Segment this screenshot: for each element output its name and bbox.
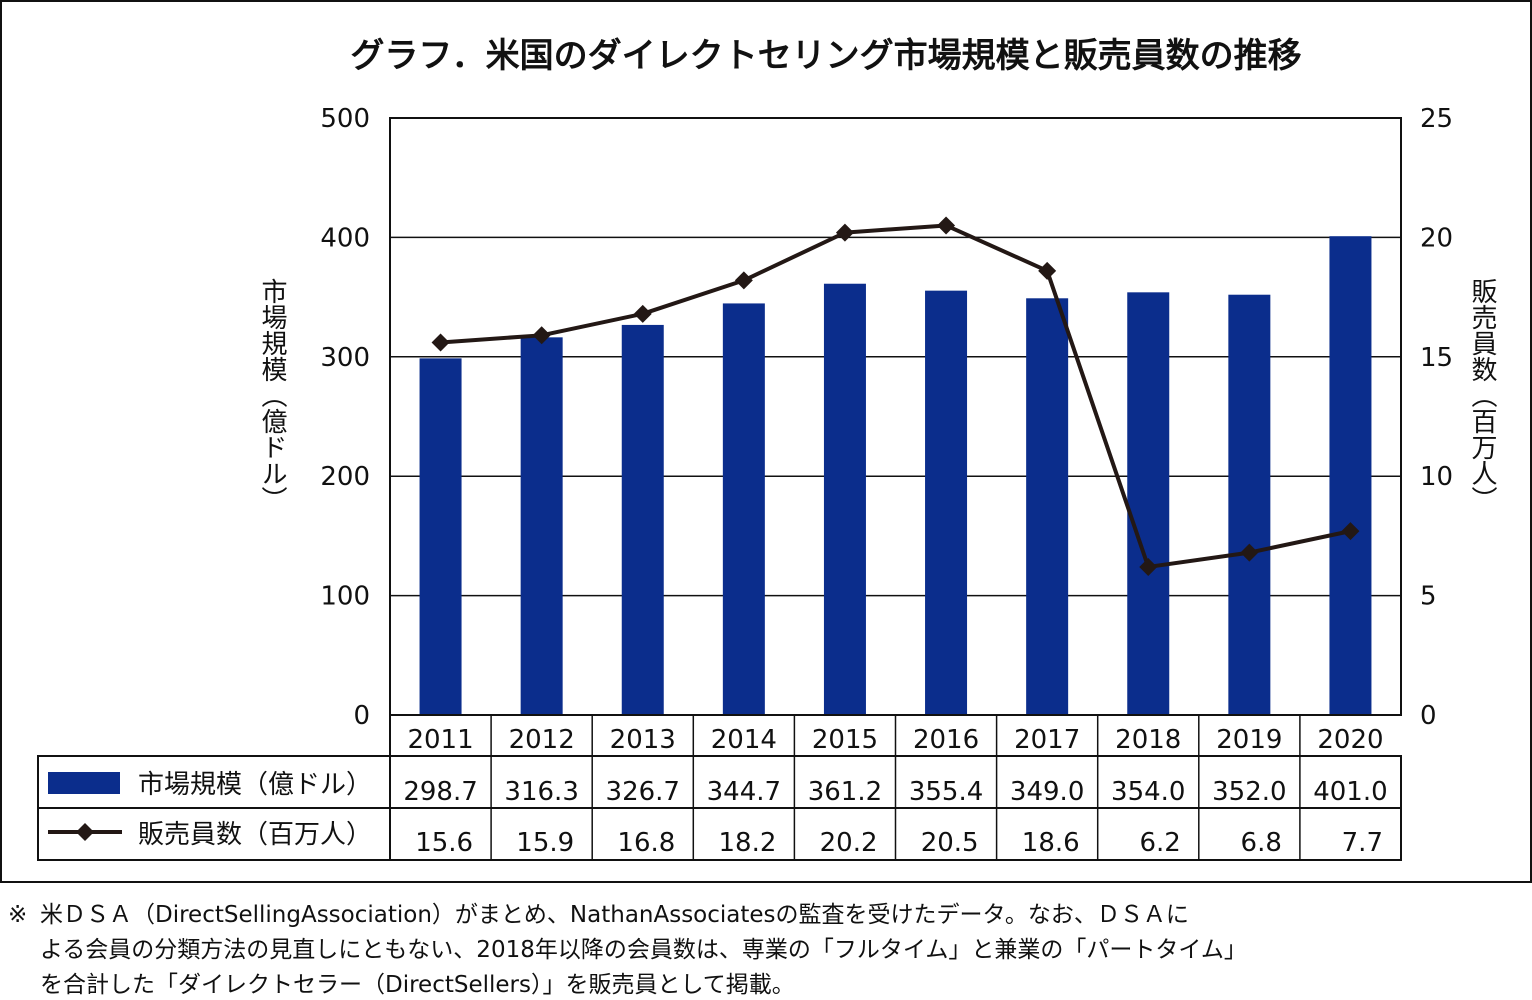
y-right-tick-label: 10 — [1420, 462, 1453, 492]
x-tick-label: 2017 — [1014, 725, 1080, 755]
bar — [823, 283, 866, 715]
table-cell-market: 298.7 — [403, 777, 477, 807]
table-cell-market: 352.0 — [1212, 777, 1286, 807]
table-cell-sellers: 7.7 — [1342, 828, 1383, 858]
footnote-line-3: を合計した「ダイレクトセラー（DirectSellers）」を販売員として掲載。 — [40, 972, 795, 998]
y-left-ticks: 0 100 200 300 400 500 — [320, 104, 370, 731]
bar — [621, 324, 664, 715]
line-point — [431, 333, 450, 352]
table-cell-sellers: 15.9 — [516, 828, 574, 858]
footnote-line-2: よる会員の分類方法の見直しにともない、2018年以降の会員数は、専業の「フルタイ… — [40, 937, 1247, 963]
table-cell-sellers: 18.2 — [719, 828, 777, 858]
table-cell-sellers: 15.6 — [415, 828, 473, 858]
x-tick-label: 2019 — [1216, 725, 1282, 755]
line-point — [1038, 261, 1057, 280]
bar — [419, 358, 462, 715]
table-cell-sellers: 20.2 — [820, 828, 878, 858]
y-left-tick-label: 100 — [320, 582, 370, 612]
table-cell-sellers: 6.8 — [1241, 828, 1282, 858]
x-tick-label: 2011 — [407, 725, 473, 755]
footnote-mark: ※ — [8, 902, 27, 928]
x-tick-label: 2018 — [1115, 725, 1181, 755]
table-cell-market: 354.0 — [1111, 777, 1185, 807]
line-point — [835, 223, 854, 242]
y-right-tick-label: 25 — [1420, 104, 1453, 134]
bar-series — [419, 236, 1372, 715]
line-point — [734, 271, 753, 290]
y-right-tick-label: 0 — [1420, 701, 1437, 731]
table-cell-market: 355.4 — [909, 777, 983, 807]
line-point — [633, 304, 652, 323]
table-cell-market: 401.0 — [1313, 777, 1387, 807]
x-tick-label: 2012 — [509, 725, 575, 755]
y-right-tick-label: 20 — [1420, 223, 1453, 253]
data-table: 2011 298.7 15.6 2012 316.3 15.9 2013 326.7 16.8 2… — [37, 715, 1402, 861]
x-tick-label: 2020 — [1317, 725, 1383, 755]
legend-bar-label: 市場規模（億ドル） — [138, 770, 372, 800]
y-left-tick-label: 300 — [320, 343, 370, 373]
series-line — [440, 223, 1351, 569]
table-cell-market: 349.0 — [1010, 777, 1084, 807]
y-right-ticks: 0 5 10 15 20 25 — [1420, 104, 1453, 731]
table-cell-sellers: 20.5 — [921, 828, 979, 858]
x-tick-label: 2016 — [913, 725, 979, 755]
table-cell-market: 344.7 — [707, 777, 781, 807]
x-tick-label: 2013 — [610, 725, 676, 755]
y-left-tick-label: 500 — [320, 104, 370, 134]
line-series — [431, 216, 1360, 576]
legend-line-label: 販売員数（百万人） — [138, 820, 372, 850]
y-left-tick-label: 0 — [353, 701, 370, 731]
table-cell-sellers: 6.2 — [1139, 828, 1180, 858]
x-tick-label: 2015 — [812, 725, 878, 755]
bar — [1329, 236, 1372, 715]
footnote: ※ 米ＤＳＡ（DirectSellingAssociation）がまとめ、Nat… — [8, 902, 1247, 998]
chart-frame — [0, 0, 1532, 883]
y-left-label: 市場規模（億ドル） — [257, 278, 287, 512]
footnote-line-1: 米ＤＳＡ（DirectSellingAssociation）がまとめ、Natha… — [40, 902, 1189, 928]
table-cell-sellers: 18.6 — [1022, 828, 1080, 858]
line-point — [1341, 522, 1360, 541]
legend-line-marker — [76, 823, 94, 841]
y-right-label: 販売員数（百万人） — [1467, 278, 1497, 512]
line-point — [532, 326, 551, 345]
bar — [722, 303, 765, 715]
table-cell-market: 326.7 — [606, 777, 680, 807]
legend: 市場規模（億ドル） 販売員数（百万人） — [48, 770, 372, 850]
y-right-tick-label: 5 — [1420, 582, 1437, 612]
table-cell-sellers: 16.8 — [617, 828, 675, 858]
line-point — [1240, 543, 1259, 562]
line-point — [1139, 557, 1158, 576]
bar — [520, 337, 563, 715]
y-left-tick-label: 400 — [320, 223, 370, 253]
y-right-tick-label: 15 — [1420, 343, 1453, 373]
table-cell-market: 316.3 — [504, 777, 578, 807]
table-columns: 2011 298.7 15.6 2012 316.3 15.9 2013 326.7 16.8 2… — [403, 715, 1388, 860]
bar — [1228, 294, 1271, 715]
legend-bar-swatch — [48, 772, 120, 794]
x-tick-label: 2014 — [711, 725, 777, 755]
table-cell-market: 361.2 — [808, 777, 882, 807]
line-point — [937, 216, 956, 235]
chart-title: グラフ．米国のダイレクトセリング市場規模と販売員数の推移 — [350, 36, 1301, 76]
bar — [925, 290, 968, 715]
bar — [1127, 292, 1170, 715]
bar — [1026, 298, 1069, 715]
y-left-tick-label: 200 — [320, 462, 370, 492]
